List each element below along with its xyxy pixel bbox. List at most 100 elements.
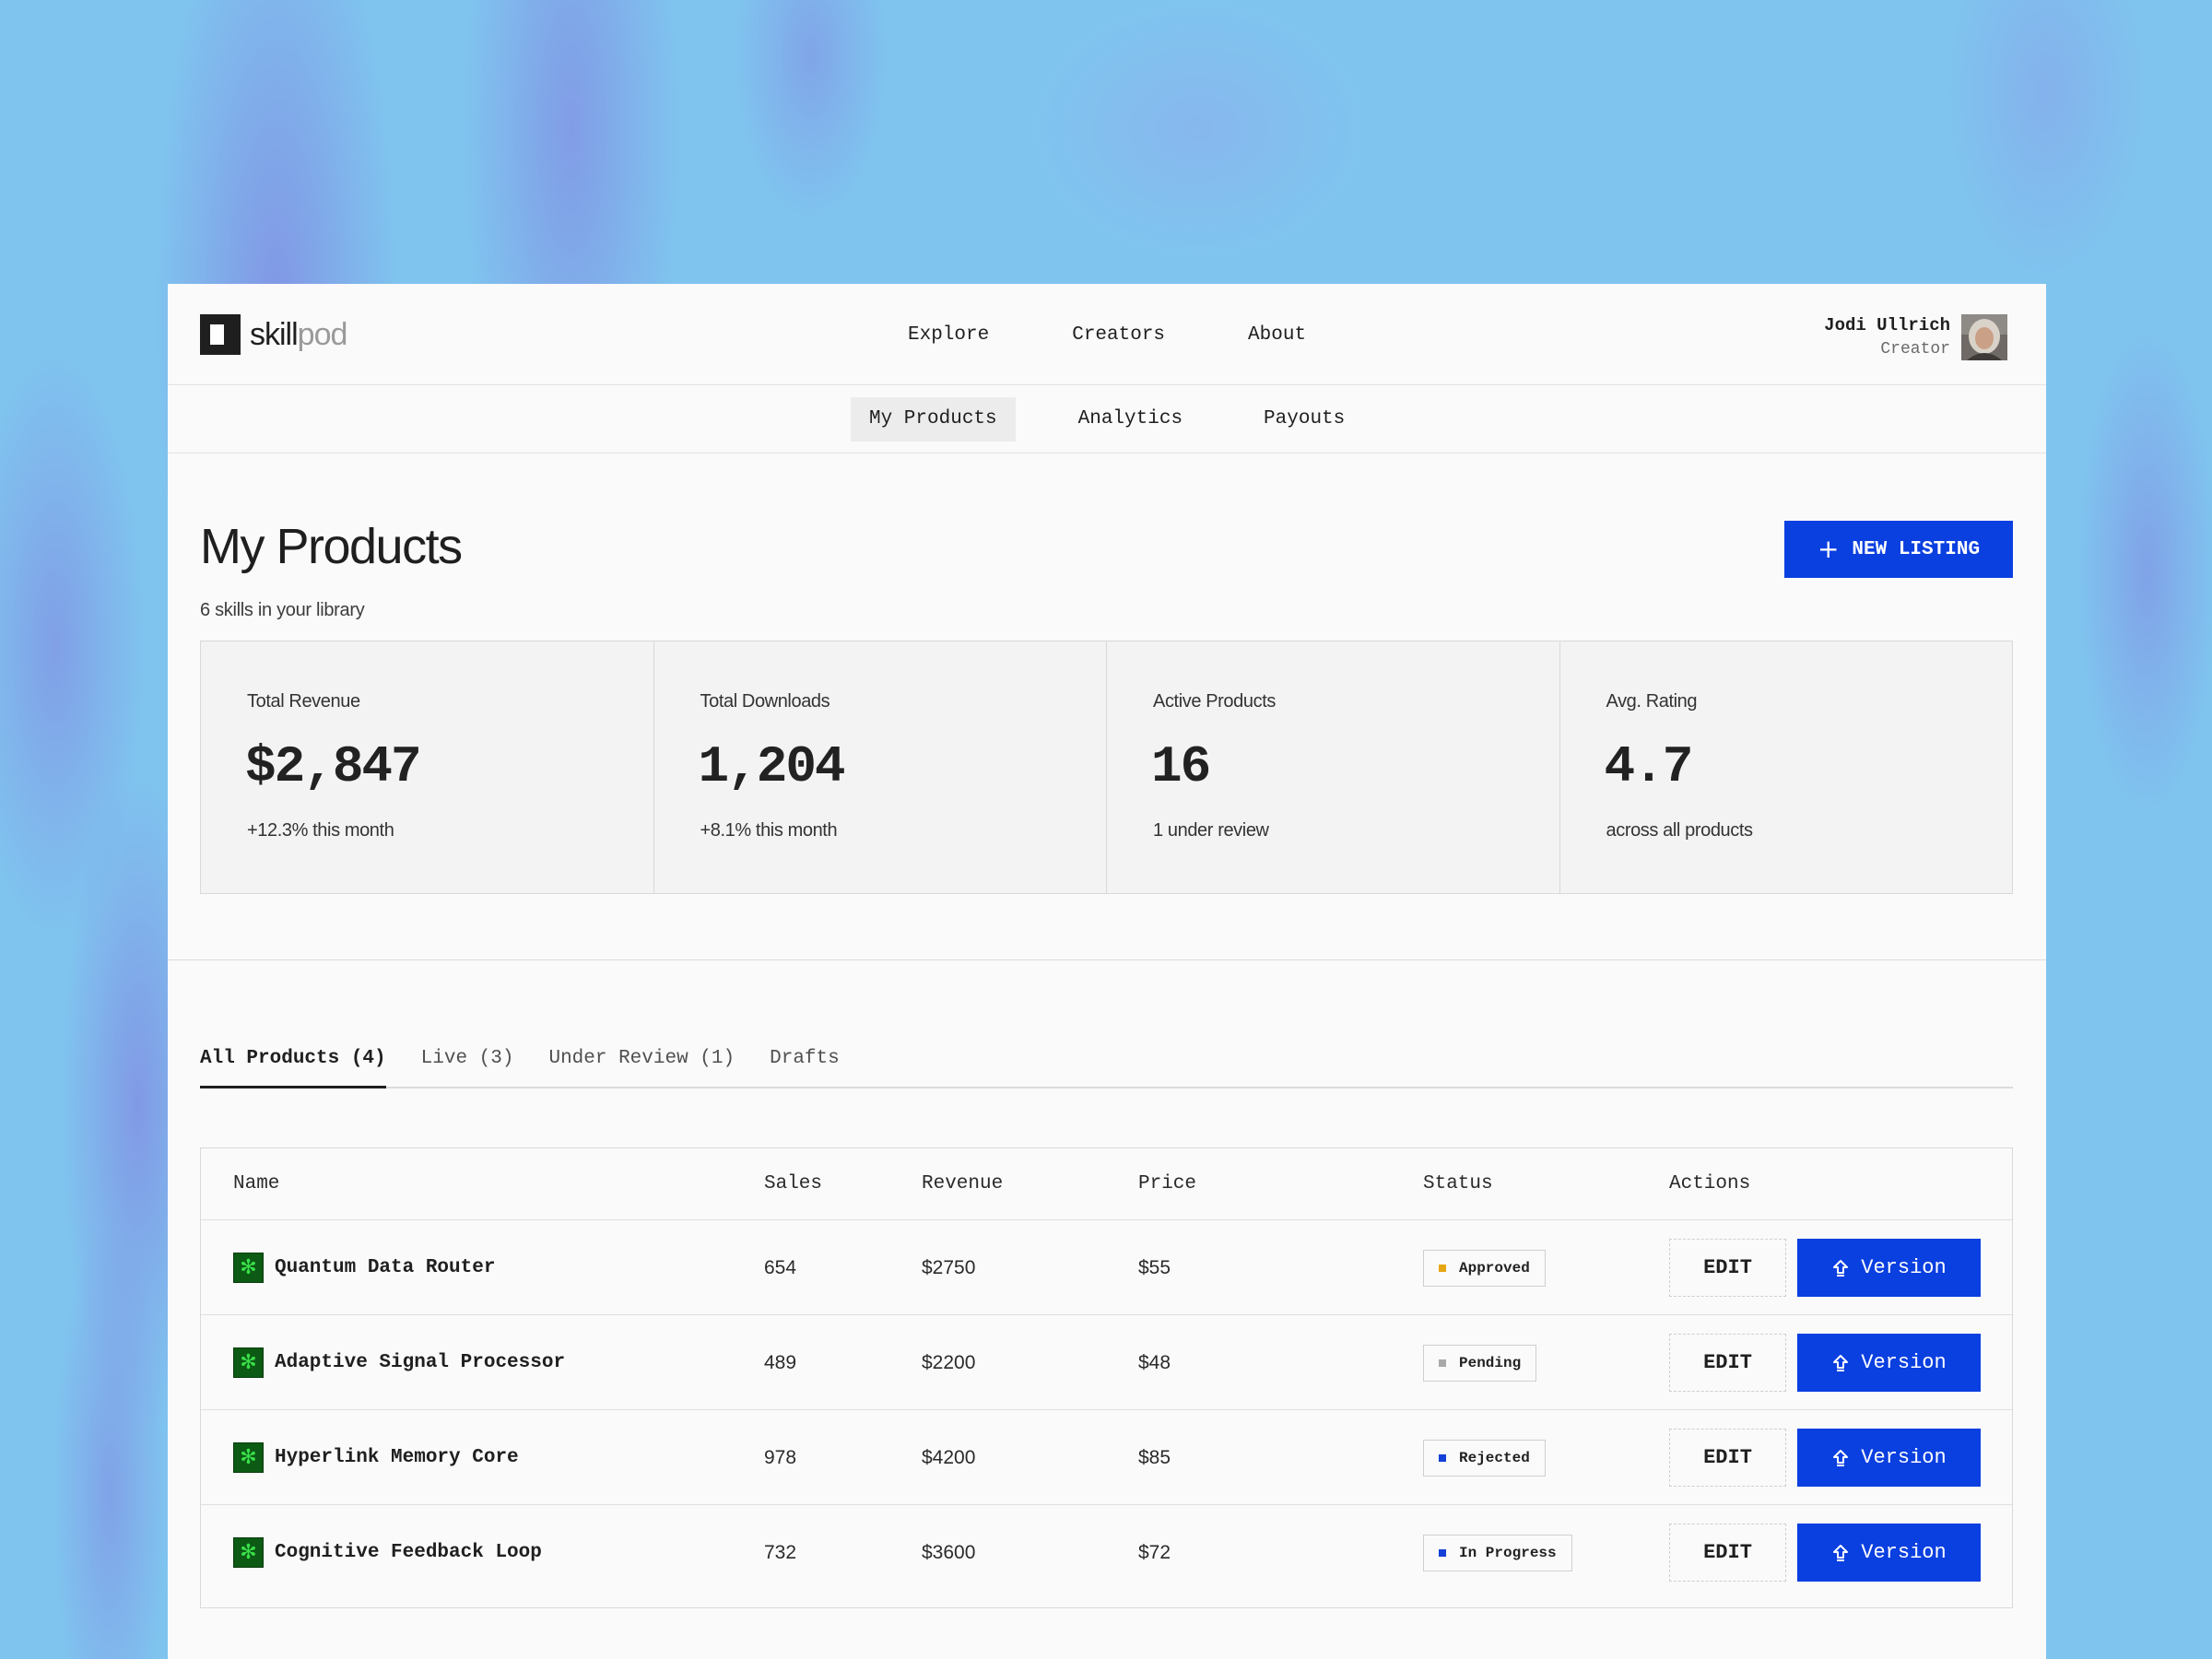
table-body: ✻ Quantum Data Router 654 $2750 $55 Appr… [201,1220,2012,1600]
upload-icon [1831,1259,1850,1277]
status-label: In Progress [1459,1544,1557,1561]
product-name-cell: ✻ Adaptive Signal Processor [233,1315,565,1410]
stat-card-avg-rating: Avg. Rating 4.7 across all products [1559,641,2012,893]
top-header: skillpod Explore Creators About Jodi Ull… [168,284,2046,385]
brand-name-part1: skill [250,317,299,352]
user-role: Creator [1880,340,1950,359]
new-listing-button[interactable]: + NEW LISTING [1784,521,2013,578]
page-title: My Products [200,519,463,574]
stat-value: 1,204 [698,737,846,796]
product-icon: ✻ [233,1347,264,1378]
revenue-cell: $3600 [922,1541,976,1563]
table-row[interactable]: ✻ Quantum Data Router 654 $2750 $55 Appr… [201,1220,2012,1315]
table-header: Name Sales Revenue Price Status Actions [201,1148,2012,1220]
stat-card-total-revenue: Total Revenue $2,847 +12.3% this month [201,641,654,893]
nav-about[interactable]: About [1248,324,1307,346]
stat-card-active-products: Active Products 16 1 under review [1107,641,1560,893]
actions-cell: EDIT Version [1669,1220,1981,1315]
sub-nav-items: My Products Analytics Payouts [851,397,1407,441]
status-cell: Approved [1423,1220,1546,1315]
column-header-revenue: Revenue [922,1173,1004,1194]
column-header-status: Status [1423,1173,1493,1194]
status-dot-icon [1439,1359,1446,1367]
version-button[interactable]: Version [1797,1429,1981,1487]
sales-cell: 654 [764,1256,797,1278]
edit-button[interactable]: EDIT [1669,1334,1786,1392]
version-button[interactable]: Version [1797,1239,1981,1297]
status-label: Pending [1459,1354,1522,1371]
stat-value: 16 [1151,737,1211,796]
stat-note: 1 under review [1153,820,1269,841]
subnav-my-products[interactable]: My Products [851,397,1016,441]
status-dot-icon [1439,1548,1446,1557]
status-dot-icon [1439,1453,1446,1462]
actions-cell: EDIT Version [1669,1315,1981,1410]
subnav-payouts[interactable]: Payouts [1264,408,1346,429]
revenue-cell: $2750 [922,1256,976,1278]
status-cell: In Progress [1423,1505,1572,1600]
user-menu[interactable]: Jodi Ullrich Creator [1824,313,2007,361]
logo-mark-icon [200,314,241,355]
status-cell: Pending [1423,1315,1537,1410]
product-name-cell: ✻ Quantum Data Router [233,1220,495,1315]
stat-label: Avg. Rating [1606,691,1698,712]
version-label: Version [1861,1446,1947,1469]
stats-grid: Total Revenue $2,847 +12.3% this month T… [200,641,2013,894]
avatar[interactable] [1961,314,2007,360]
edit-button[interactable]: EDIT [1669,1524,1786,1582]
price-cell: $48 [1138,1351,1171,1373]
page-subtitle: 6 skills in your library [200,600,365,620]
actions-cell: EDIT Version [1669,1505,1981,1600]
stat-label: Active Products [1153,691,1276,712]
product-name[interactable]: Hyperlink Memory Core [275,1447,519,1468]
table-row[interactable]: ✻ Hyperlink Memory Core 978 $4200 $85 Re… [201,1410,2012,1505]
tab-under-review[interactable]: Under Review (1) [548,1048,735,1069]
revenue-cell: $2200 [922,1351,976,1373]
brand-logo[interactable]: skillpod [200,314,347,355]
sales-cell: 489 [764,1351,797,1373]
edit-button[interactable]: EDIT [1669,1429,1786,1487]
tab-all-products[interactable]: All Products (4) [200,1042,386,1088]
status-badge: Rejected [1423,1439,1546,1477]
version-button[interactable]: Version [1797,1524,1981,1582]
status-badge: Pending [1423,1344,1537,1382]
column-header-sales: Sales [764,1173,823,1194]
price-cell: $72 [1138,1541,1171,1563]
table-row[interactable]: ✻ Cognitive Feedback Loop 732 $3600 $72 … [201,1505,2012,1600]
new-listing-label: NEW LISTING [1852,538,1981,560]
subnav-analytics[interactable]: Analytics [1077,408,1183,429]
price-cell: $55 [1138,1256,1171,1278]
section-divider [168,959,2046,960]
column-header-name: Name [233,1173,280,1194]
product-name[interactable]: Cognitive Feedback Loop [275,1542,542,1563]
sales-cell: 732 [764,1541,797,1563]
sales-cell: 978 [764,1446,797,1468]
upload-icon [1831,1449,1850,1467]
version-label: Version [1861,1351,1947,1374]
product-name[interactable]: Quantum Data Router [275,1257,496,1278]
stat-note: +12.3% this month [247,820,394,841]
table-row[interactable]: ✻ Adaptive Signal Processor 489 $2200 $4… [201,1315,2012,1410]
user-name: Jodi Ullrich [1824,315,1950,335]
app-window: skillpod Explore Creators About Jodi Ull… [168,284,2046,1659]
user-info: Jodi Ullrich Creator [1824,313,1950,361]
stat-note: +8.1% this month [700,820,838,841]
tab-live[interactable]: Live (3) [420,1048,514,1069]
nav-creators[interactable]: Creators [1072,324,1166,346]
stat-value: 4.7 [1604,737,1694,796]
version-label: Version [1861,1541,1947,1564]
nav-explore[interactable]: Explore [908,324,990,346]
stat-note: across all products [1606,820,1754,841]
product-name[interactable]: Adaptive Signal Processor [275,1352,566,1373]
brand-name: skillpod [250,319,347,350]
version-button[interactable]: Version [1797,1334,1981,1392]
main-nav: Explore Creators About [908,284,1389,385]
stat-card-total-downloads: Total Downloads 1,204 +8.1% this month [653,641,1107,893]
status-badge: In Progress [1423,1534,1572,1571]
product-icon: ✻ [233,1253,264,1283]
edit-button[interactable]: EDIT [1669,1239,1786,1297]
stat-label: Total Downloads [700,691,830,712]
tab-drafts[interactable]: Drafts [770,1048,840,1069]
status-label: Rejected [1459,1449,1530,1466]
actions-cell: EDIT Version [1669,1410,1981,1505]
